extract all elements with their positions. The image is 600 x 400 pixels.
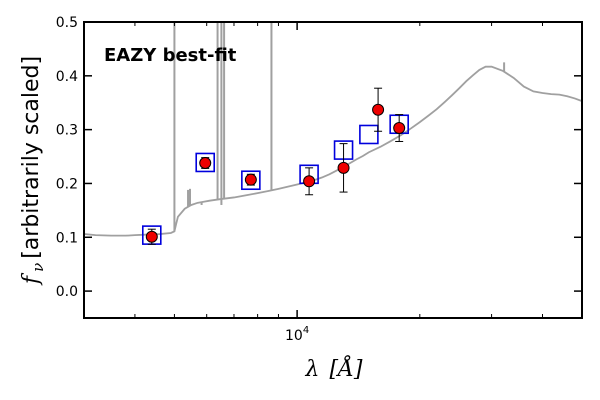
x-tick-label-exponent: 4: [303, 325, 309, 336]
plot-frame: [83, 21, 583, 319]
x-axis-unit: [Å]: [329, 354, 362, 382]
y-tick-label-3: 0.3: [56, 123, 78, 139]
y-axis-label: f ν [arbitrarily scaled]: [19, 56, 47, 286]
data-point-2: [244, 173, 257, 186]
template-spectrum-line: [83, 65, 583, 237]
annotation-label: EAZY best-fit: [104, 45, 237, 66]
data-point-1: [199, 157, 212, 170]
model-flux-box-1: [195, 152, 216, 173]
data-point-3: [303, 175, 316, 188]
y-axis-text: [arbitrarily scaled]: [19, 56, 44, 259]
y-tick-label-1: 0.1: [56, 230, 78, 246]
model-flux-box-2: [241, 170, 261, 191]
model-layer: [141, 114, 409, 245]
y-tick-label-4: 0.4: [56, 69, 78, 85]
y-tick-label-0: 0.0: [56, 284, 78, 300]
y-tick-label-5: 0.5: [56, 15, 78, 31]
y-axis-subscript: ν: [29, 263, 47, 272]
ticks-layer: 0.0 0.1 0.2 0.3 0.4 0.5 104: [56, 15, 582, 344]
x-axis-symbol: λ: [304, 357, 319, 382]
y-tick-label-2: 0.2: [56, 176, 78, 192]
y-axis-symbol: f: [19, 272, 44, 286]
points-layer: [145, 87, 406, 245]
data-point-6: [393, 122, 406, 135]
data-point-4: [337, 161, 350, 174]
x-axis-label: λ [Å]: [304, 354, 362, 382]
x-tick-label: 104: [285, 325, 309, 344]
model-flux-box-5: [359, 124, 379, 145]
data-point-0: [145, 230, 158, 243]
x-tick-label-base: 10: [285, 328, 303, 344]
data-point-5: [372, 103, 385, 116]
